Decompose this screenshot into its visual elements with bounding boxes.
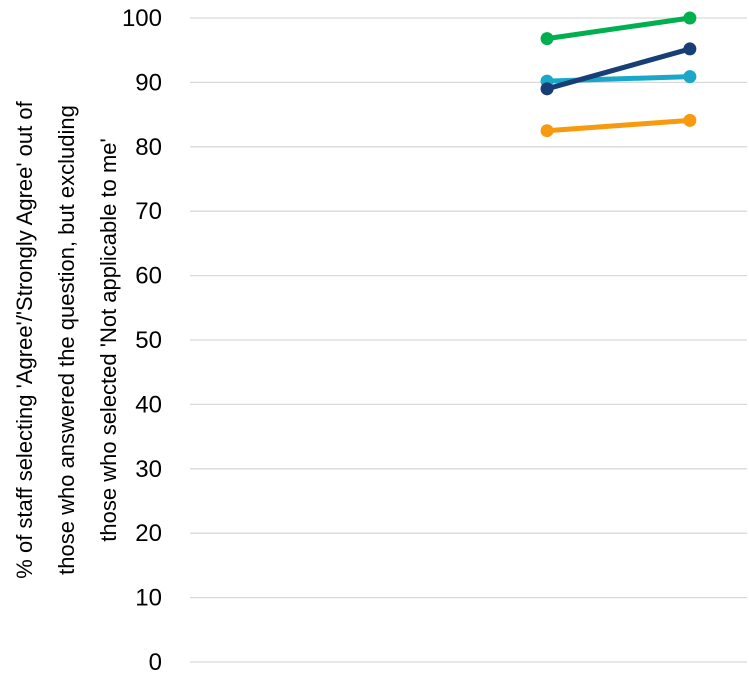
y-tick-label-10: 10 (135, 585, 162, 612)
y-tick-label-30: 30 (135, 456, 162, 483)
series-4-line (544, 117, 693, 134)
series-1-line (544, 15, 693, 42)
series-4-point-2 (683, 113, 697, 127)
y-axis-title-line-1: % of staff selecting 'Agree'/'Strongly A… (12, 100, 37, 578)
series-3-line (544, 46, 693, 92)
y-tick-label-20: 20 (135, 520, 162, 547)
gridlines (190, 17, 747, 663)
y-tick-label-40: 40 (135, 391, 162, 418)
series-2-point-2 (683, 70, 697, 84)
series-3-point-2 (683, 42, 697, 56)
y-tick-label-100: 100 (122, 5, 162, 32)
y-tick-label-60: 60 (135, 263, 162, 290)
y-axis-title-line-2: those who answered the question, but exc… (54, 105, 79, 575)
y-tick-label-50: 50 (135, 327, 162, 354)
y-tick-label-70: 70 (135, 198, 162, 225)
y-axis-tick-labels: 0 10 20 30 40 50 60 70 80 90 100 (122, 5, 162, 673)
series-1-point-2 (683, 11, 697, 25)
y-tick-label-90: 90 (135, 69, 162, 96)
y-tick-label-0: 0 (149, 649, 162, 673)
series-4-point-1 (540, 124, 554, 138)
series-3-point-1 (540, 82, 554, 96)
y-axis-title-line-3: those who selected 'Not applicable to me… (96, 138, 121, 541)
y-axis-title: % of staff selecting 'Agree'/'Strongly A… (12, 100, 121, 578)
series-1-point-1 (540, 32, 554, 46)
series-lines (540, 11, 697, 138)
y-tick-label-80: 80 (135, 134, 162, 161)
